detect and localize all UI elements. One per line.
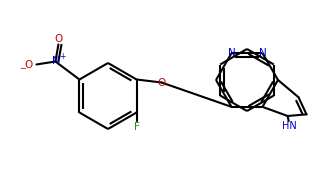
Text: HN: HN bbox=[282, 121, 297, 131]
Text: N: N bbox=[52, 56, 59, 67]
Text: O: O bbox=[24, 59, 32, 70]
Text: O: O bbox=[54, 34, 63, 45]
Text: +: + bbox=[59, 52, 65, 61]
Text: F: F bbox=[134, 122, 140, 133]
Text: O: O bbox=[158, 77, 166, 87]
Text: N: N bbox=[259, 48, 266, 58]
Text: −: − bbox=[19, 64, 26, 73]
Text: N: N bbox=[228, 48, 235, 58]
